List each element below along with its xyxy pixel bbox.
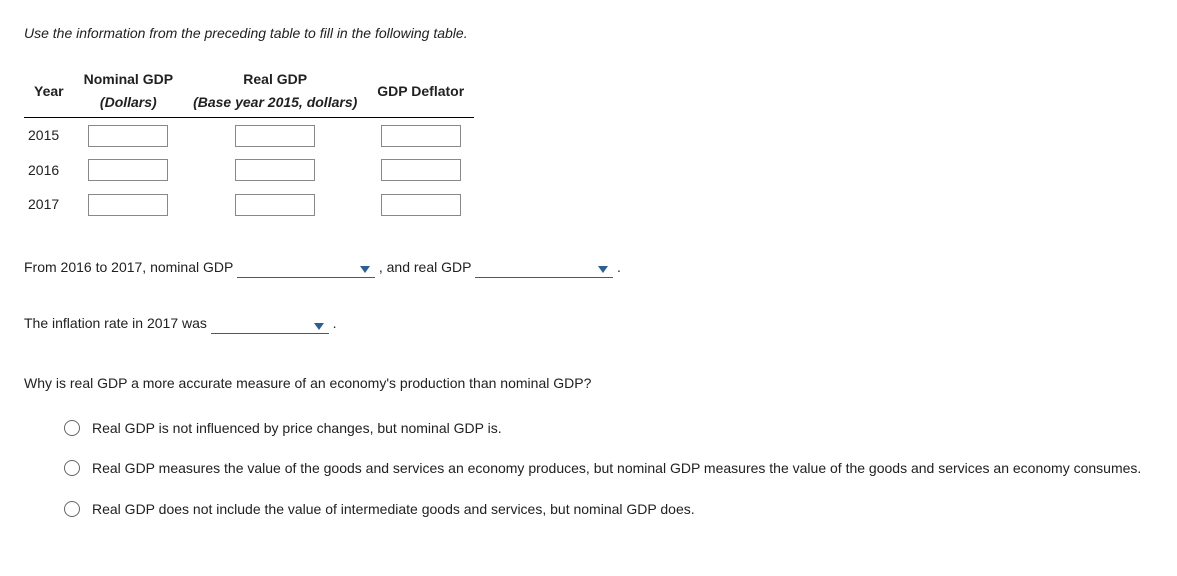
radio-icon	[64, 501, 80, 517]
year-cell: 2015	[24, 118, 74, 153]
gdp-table: Year Nominal GDP (Dollars) Real GDP (Bas…	[24, 64, 474, 221]
deflator-input-2016[interactable]	[381, 159, 461, 181]
real-gdp-input-2015[interactable]	[235, 125, 315, 147]
options-group: Real GDP is not influenced by price chan…	[24, 417, 1153, 520]
nominal-gdp-input-2015[interactable]	[88, 125, 168, 147]
col-nominal-header: Nominal GDP (Dollars)	[74, 64, 183, 117]
col-deflator-header: GDP Deflator	[367, 64, 474, 117]
option-1[interactable]: Real GDP is not influenced by price chan…	[64, 417, 1153, 439]
table-row: 2016	[24, 153, 474, 188]
nominal-gdp-change-dropdown[interactable]	[237, 261, 375, 278]
chevron-down-icon	[313, 321, 325, 331]
option-label: Real GDP does not include the value of i…	[92, 498, 1153, 520]
year-cell: 2016	[24, 153, 74, 188]
nominal-gdp-input-2016[interactable]	[88, 159, 168, 181]
radio-icon	[64, 420, 80, 436]
sentence-1: From 2016 to 2017, nominal GDP , and rea…	[24, 256, 1153, 278]
real-gdp-input-2016[interactable]	[235, 159, 315, 181]
real-gdp-input-2017[interactable]	[235, 194, 315, 216]
instruction-text: Use the information from the preceding t…	[24, 22, 1153, 44]
nominal-gdp-input-2017[interactable]	[88, 194, 168, 216]
option-label: Real GDP is not influenced by price chan…	[92, 417, 1153, 439]
deflator-input-2017[interactable]	[381, 194, 461, 216]
chevron-down-icon	[597, 264, 609, 274]
question-text: Why is real GDP a more accurate measure …	[24, 372, 1153, 394]
option-3[interactable]: Real GDP does not include the value of i…	[64, 498, 1153, 520]
inflation-rate-dropdown[interactable]	[211, 317, 329, 334]
col-real-header: Real GDP (Base year 2015, dollars)	[183, 64, 367, 117]
chevron-down-icon	[359, 264, 371, 274]
sentence-2: The inflation rate in 2017 was .	[24, 312, 1153, 334]
option-label: Real GDP measures the value of the goods…	[92, 457, 1153, 479]
real-gdp-change-dropdown[interactable]	[475, 261, 613, 278]
year-cell: 2017	[24, 187, 74, 222]
table-row: 2017	[24, 187, 474, 222]
table-row: 2015	[24, 118, 474, 153]
option-2[interactable]: Real GDP measures the value of the goods…	[64, 457, 1153, 479]
radio-icon	[64, 460, 80, 476]
deflator-input-2015[interactable]	[381, 125, 461, 147]
col-year-header: Year	[24, 64, 74, 117]
